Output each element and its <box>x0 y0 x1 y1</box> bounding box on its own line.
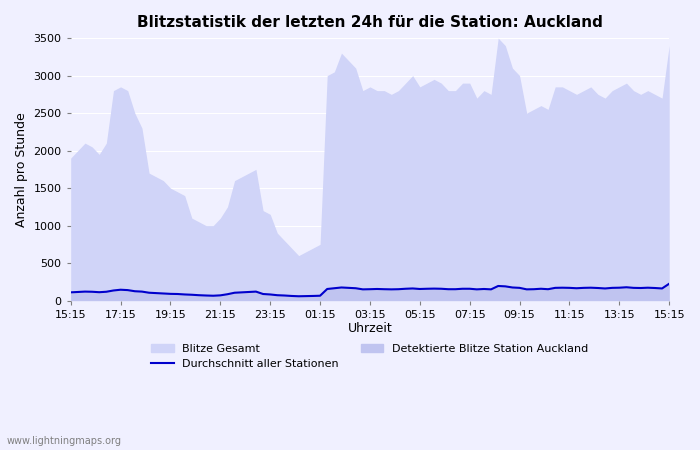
Legend: Blitze Gesamt, Durchschnitt aller Stationen, Detektierte Blitze Station Auckland: Blitze Gesamt, Durchschnitt aller Statio… <box>147 339 593 374</box>
Title: Blitzstatistik der letzten 24h für die Station: Auckland: Blitzstatistik der letzten 24h für die S… <box>137 15 603 30</box>
Y-axis label: Anzahl pro Stunde: Anzahl pro Stunde <box>15 112 28 227</box>
Text: www.lightningmaps.org: www.lightningmaps.org <box>7 436 122 446</box>
X-axis label: Uhrzeit: Uhrzeit <box>348 322 392 335</box>
